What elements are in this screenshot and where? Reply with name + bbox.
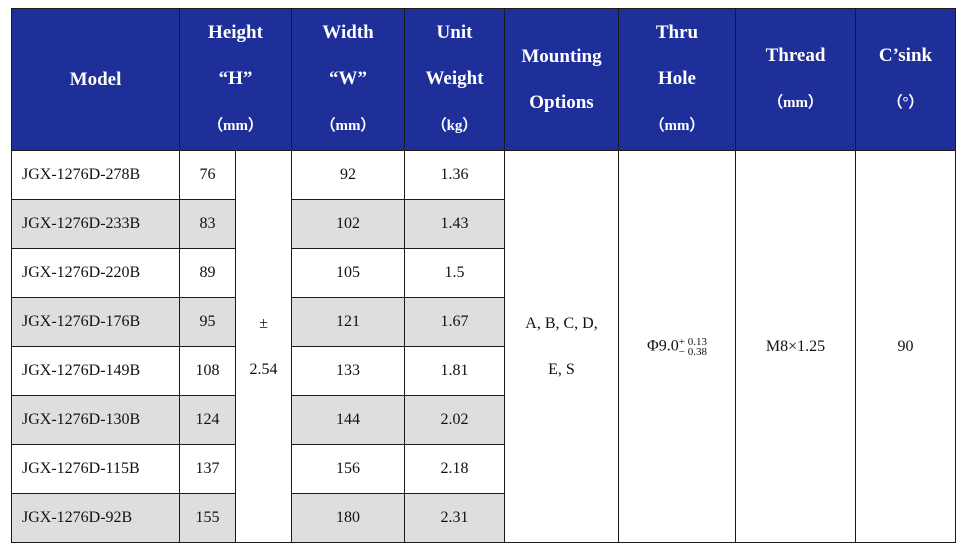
- header-height: Height “H” （mm）: [179, 8, 292, 151]
- thread-cell: M8×1.25: [735, 150, 856, 543]
- table-row: JGX-1276D-233B 83 102 1.43: [11, 199, 956, 249]
- table-row: JGX-1276D-278B 76 ±2.54 92 1.36 A, B, C,…: [11, 150, 956, 543]
- width-cell: 92: [291, 150, 405, 200]
- model-cell: JGX-1276D-278B: [11, 150, 180, 200]
- header-row: Model Height “H” （mm） Width “W” （mm） Unit Wei…: [11, 8, 956, 151]
- height-tolerance-cell: ±2.54: [235, 150, 292, 543]
- weight-cell: 1.36: [404, 150, 505, 200]
- header-weight: Unit Weight （kg）: [404, 8, 505, 151]
- weight-cell: 1.81: [404, 346, 505, 396]
- width-cell: 102: [291, 199, 405, 249]
- height-cell: 124: [179, 395, 236, 445]
- width-cell: 156: [291, 444, 405, 494]
- width-cell: 105: [291, 248, 405, 298]
- model-cell: JGX-1276D-115B: [11, 444, 180, 494]
- table-row: JGX-1276D-115B 137 156 2.18: [11, 444, 956, 494]
- height-cell: 155: [179, 493, 236, 543]
- width-cell: 133: [291, 346, 405, 396]
- table-row: JGX-1276D-92B 155 180 2.31: [11, 493, 956, 543]
- model-cell: JGX-1276D-233B: [11, 199, 180, 249]
- model-cell: JGX-1276D-149B: [11, 346, 180, 396]
- width-cell: 180: [291, 493, 405, 543]
- header-thru-hole: Thru Hole （mm）: [618, 8, 736, 151]
- width-cell: 144: [291, 395, 405, 445]
- table-row: JGX-1276D-130B 124 144 2.02: [11, 395, 956, 445]
- model-cell: JGX-1276D-220B: [11, 248, 180, 298]
- model-cell: JGX-1276D-176B: [11, 297, 180, 347]
- width-cell: 121: [291, 297, 405, 347]
- height-cell: 89: [179, 248, 236, 298]
- weight-cell: 2.02: [404, 395, 505, 445]
- weight-cell: 2.31: [404, 493, 505, 543]
- weight-cell: 1.67: [404, 297, 505, 347]
- header-width: Width “W” （mm）: [291, 8, 405, 151]
- model-cell: JGX-1276D-92B: [11, 493, 180, 543]
- height-cell: 95: [179, 297, 236, 347]
- header-model: Model: [11, 8, 180, 151]
- table-row: JGX-1276D-220B 89 105 1.5: [11, 248, 956, 298]
- weight-cell: 2.18: [404, 444, 505, 494]
- height-cell: 108: [179, 346, 236, 396]
- height-cell: 83: [179, 199, 236, 249]
- model-cell: JGX-1276D-130B: [11, 395, 180, 445]
- height-cell: 76: [179, 150, 236, 200]
- spec-table: Model Height “H” （mm） Width “W” （mm） Unit Wei…: [11, 8, 956, 543]
- weight-cell: 1.43: [404, 199, 505, 249]
- header-mounting: Mounting Options: [504, 8, 619, 151]
- weight-cell: 1.5: [404, 248, 505, 298]
- header-csink: C’sink （°）: [855, 8, 956, 151]
- csink-cell: 90: [855, 150, 956, 543]
- header-thread: Thread （mm）: [735, 8, 856, 151]
- table-row: JGX-1276D-176B 95 121 1.67: [11, 297, 956, 347]
- mounting-options-cell: A, B, C, D, E, S: [504, 150, 619, 543]
- table-row: JGX-1276D-149B 108 133 1.81: [11, 346, 956, 396]
- thru-hole-tolerance: + 0.13− 0.38: [678, 335, 707, 358]
- thru-hole-cell: Φ9.0 + 0.13− 0.38: [618, 150, 736, 543]
- height-cell: 137: [179, 444, 236, 494]
